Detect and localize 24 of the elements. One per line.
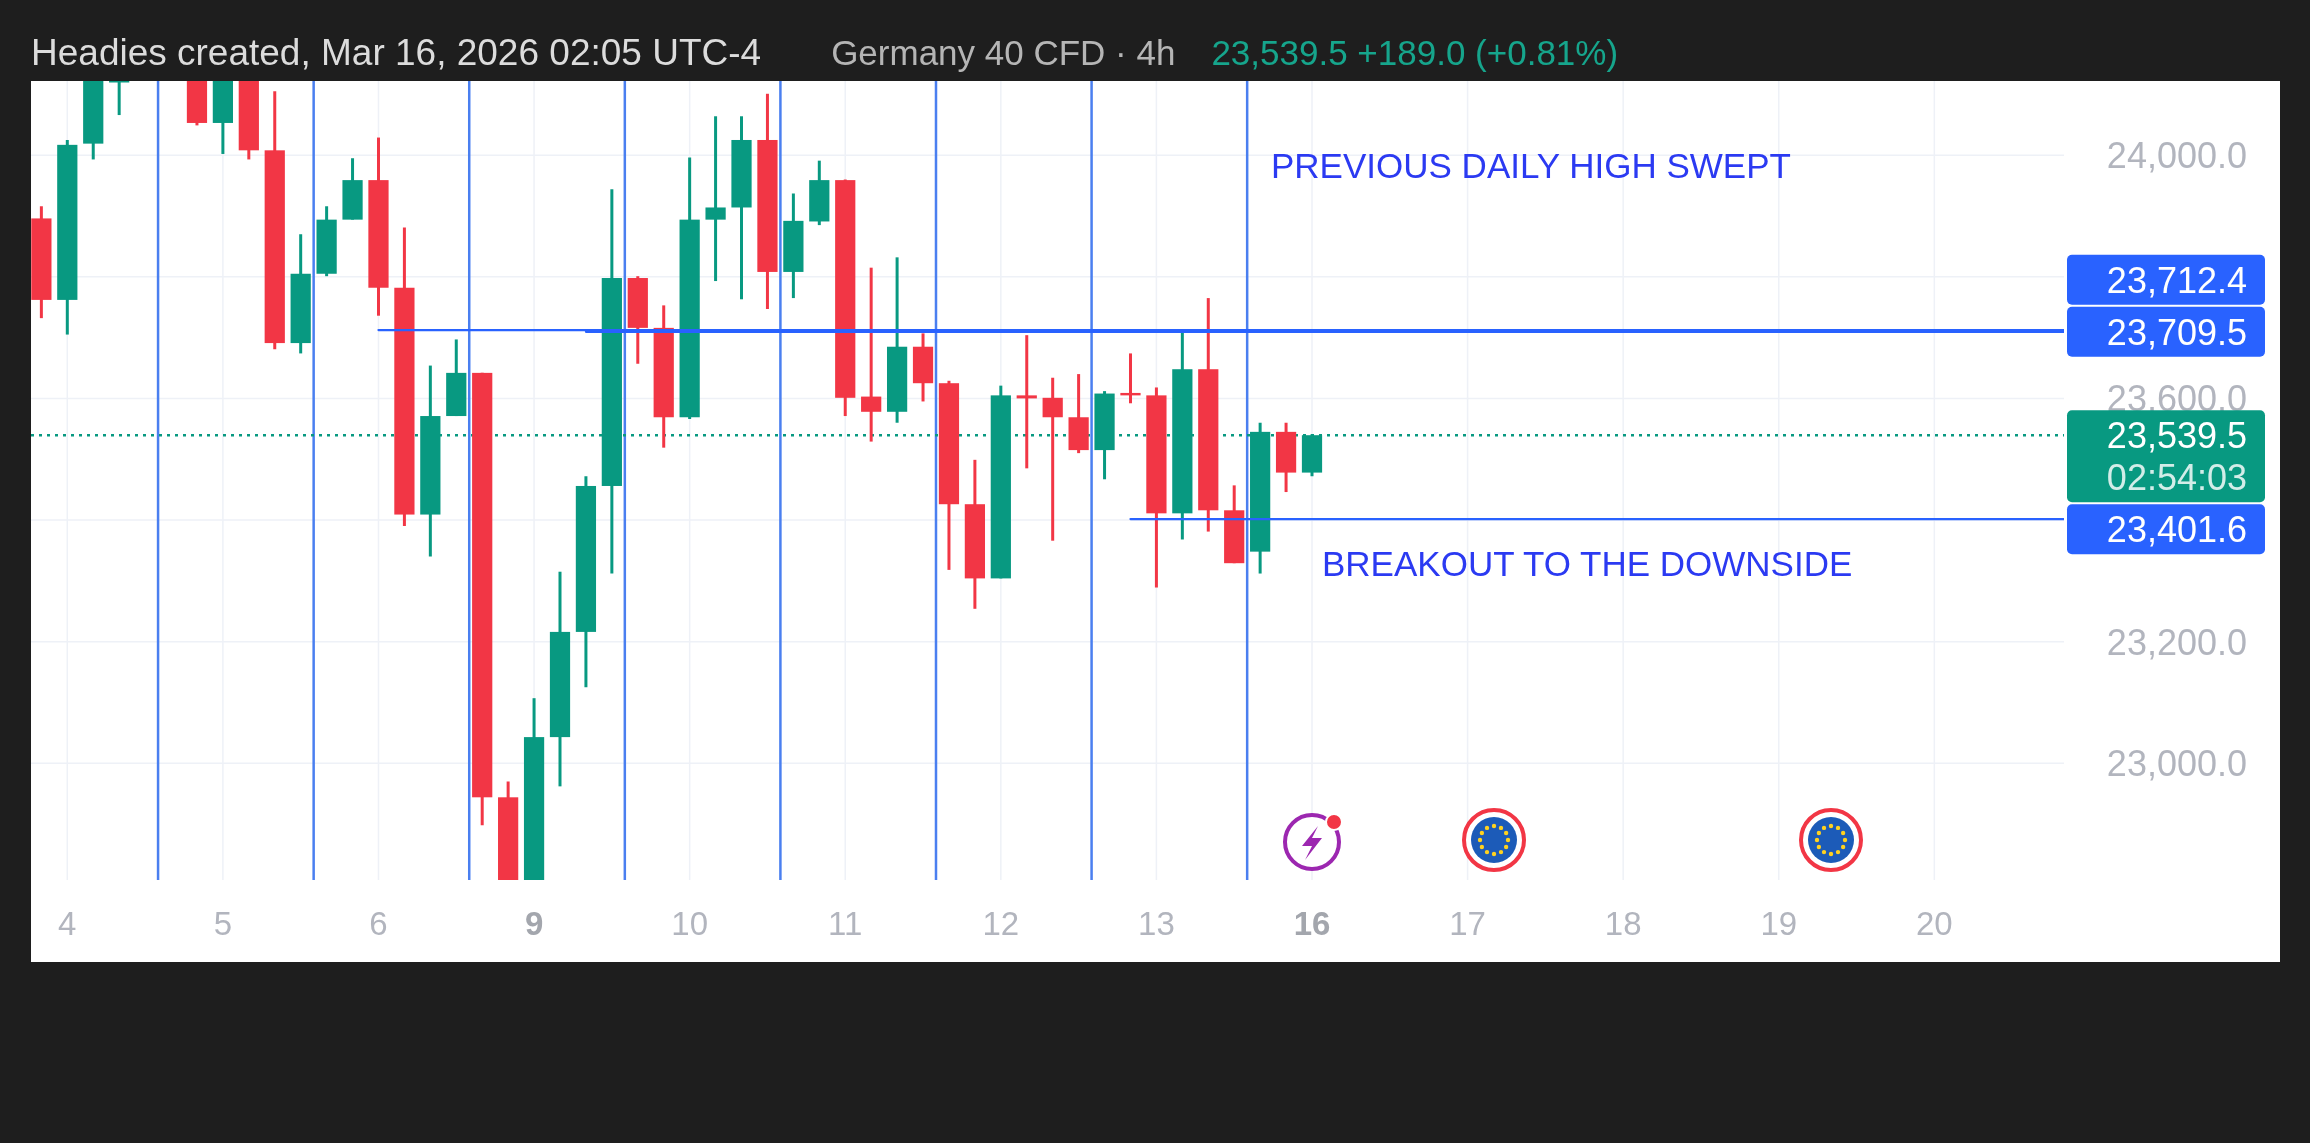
x-tick-label: 10 [671, 904, 709, 942]
data-label: 23,712.4 [2106, 259, 2247, 301]
x-tick-label: 6 [369, 904, 388, 942]
chart-subtitle: 23,539.5 +189.0 (+0.81%) [1211, 32, 1619, 72]
annotation: BREAKOUT TO THE DOWNSIDE [1322, 543, 1853, 583]
y-tick-label: 24,000.0 [2106, 134, 2247, 176]
x-tick-label: 20 [1915, 904, 1953, 942]
x-tick-label: 4 [58, 904, 77, 942]
data-label: 23,401.6 [2106, 508, 2247, 550]
data-label: 23,709.5 [2106, 311, 2247, 353]
x-tick-label: 17 [1449, 904, 1486, 942]
chart-title: Germany 40 CFD · 4h [831, 32, 1176, 72]
x-tick-label: 9 [524, 904, 544, 942]
x-tick-label: 16 [1293, 904, 1331, 942]
y-tick-label: 23,200.0 [2106, 621, 2247, 663]
x-tick-label: 11 [828, 904, 863, 942]
text: Headies created, Mar 16, 2026 02:05 UTC-4 [31, 31, 762, 73]
x-tick-label: 12 [982, 904, 1020, 942]
y-tick-label: 23,000.0 [2106, 742, 2247, 784]
x-tick-label: 13 [1138, 904, 1175, 942]
x-tick-label: 19 [1760, 904, 1798, 942]
x-tick-label: 18 [1604, 904, 1642, 942]
annotation: PREVIOUS DAILY HIGH SWEPT [1271, 145, 1791, 185]
x-tick-label: 5 [213, 904, 233, 942]
